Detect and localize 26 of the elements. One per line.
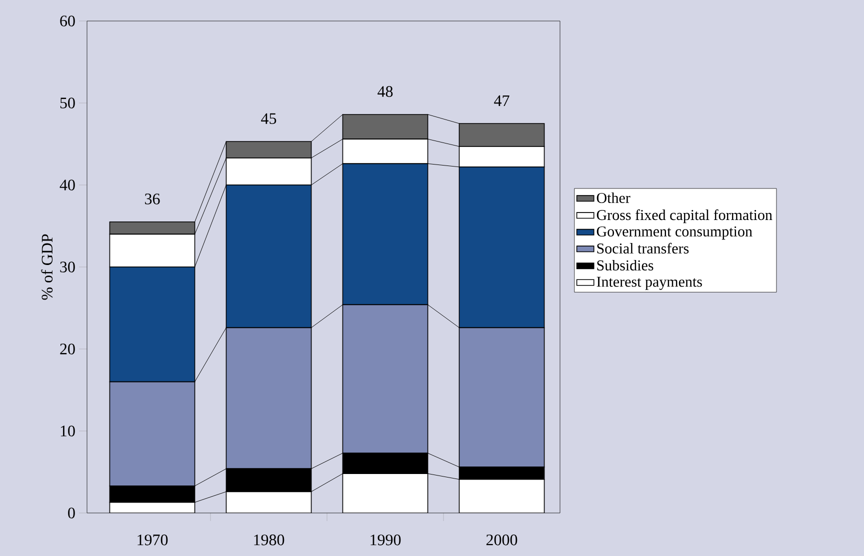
bar — [226, 492, 312, 513]
x-tick-label: 2000 — [486, 534, 518, 546]
legend-label: Gross fixed capital formation — [596, 209, 772, 224]
bar — [458, 478, 545, 513]
y-tick-label: 50 — [60, 98, 75, 108]
bar — [110, 502, 195, 513]
total-label: 48 — [378, 86, 393, 97]
y-tick-label: 40 — [60, 180, 75, 190]
y-axis-title: % of GDP — [41, 234, 53, 300]
legend-label: Social transfers — [597, 242, 689, 254]
legend-label: Other — [596, 192, 630, 204]
y-tick-label: 30 — [60, 262, 75, 272]
total-label: 45 — [261, 113, 276, 124]
y-tick-label: 20 — [60, 344, 75, 354]
y-tick-label: 60 — [60, 16, 75, 26]
x-tick-label: 1980 — [254, 534, 284, 546]
x-tick-label: 1970 — [138, 534, 168, 546]
bar — [342, 474, 428, 513]
legend-label: Subsidies — [597, 260, 654, 270]
x-tick-label: 1990 — [370, 534, 401, 546]
y-tick-label: 0 — [68, 508, 75, 518]
y-tick-label: 10 — [60, 426, 75, 436]
total-label: 36 — [145, 194, 160, 204]
total-label: 47 — [494, 95, 510, 106]
legend-label: Interest payments — [596, 276, 702, 290]
legend-label: Government consumption — [596, 226, 752, 240]
